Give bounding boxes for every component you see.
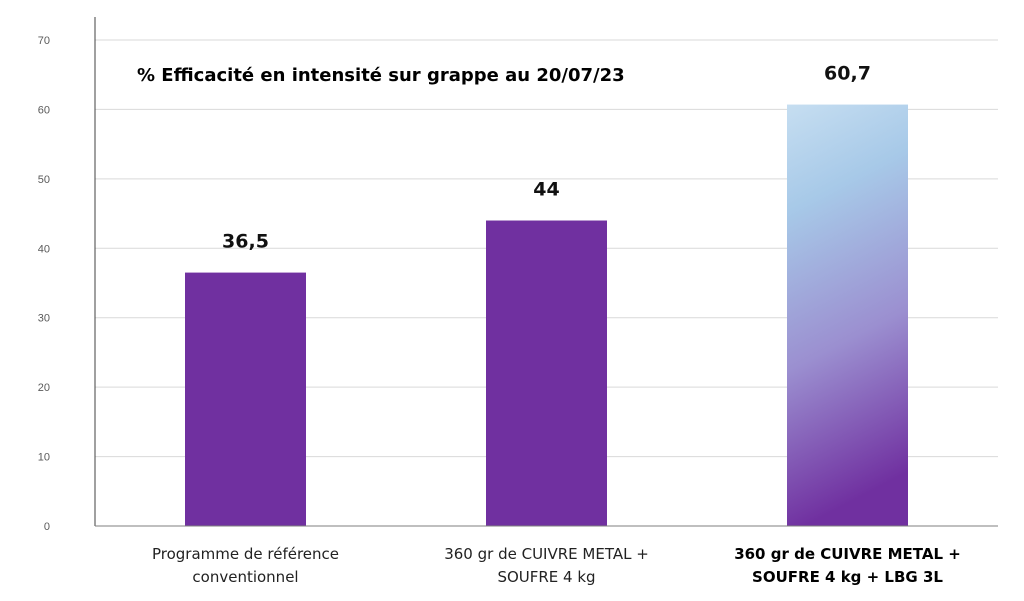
data-label: 36,5 bbox=[222, 231, 269, 253]
x-category-label: conventionnel bbox=[192, 568, 298, 586]
y-tick-label: 20 bbox=[38, 382, 50, 394]
y-tick-label: 10 bbox=[38, 452, 50, 464]
x-category-label: Programme de référence bbox=[152, 545, 339, 563]
bar bbox=[486, 220, 607, 526]
x-category-label: 360 gr de CUIVRE METAL + bbox=[444, 545, 649, 563]
data-label: 60,7 bbox=[824, 63, 871, 85]
labels: 0 10 20 30 40 50 60 70 36,5 Programme de référenc… bbox=[38, 35, 961, 586]
y-tick-label: 70 bbox=[38, 35, 50, 47]
bar bbox=[787, 104, 908, 526]
y-tick-label: 0 bbox=[44, 521, 50, 533]
axes bbox=[94, 17, 998, 527]
y-tick-label: 40 bbox=[38, 243, 50, 255]
data-label: 44 bbox=[533, 179, 559, 201]
chart-title: % Efficacité en intensité sur grappe au … bbox=[137, 65, 625, 86]
y-tick-label: 30 bbox=[38, 313, 50, 325]
y-tick-label: 60 bbox=[38, 104, 50, 116]
bar bbox=[185, 272, 306, 526]
y-tick-label: 50 bbox=[38, 174, 50, 186]
x-category-label: SOUFRE 4 kg + LBG 3L bbox=[752, 568, 943, 586]
x-category-label: 360 gr de CUIVRE METAL + bbox=[734, 545, 961, 563]
x-category-label: SOUFRE 4 kg bbox=[497, 568, 595, 586]
bars bbox=[185, 104, 908, 526]
